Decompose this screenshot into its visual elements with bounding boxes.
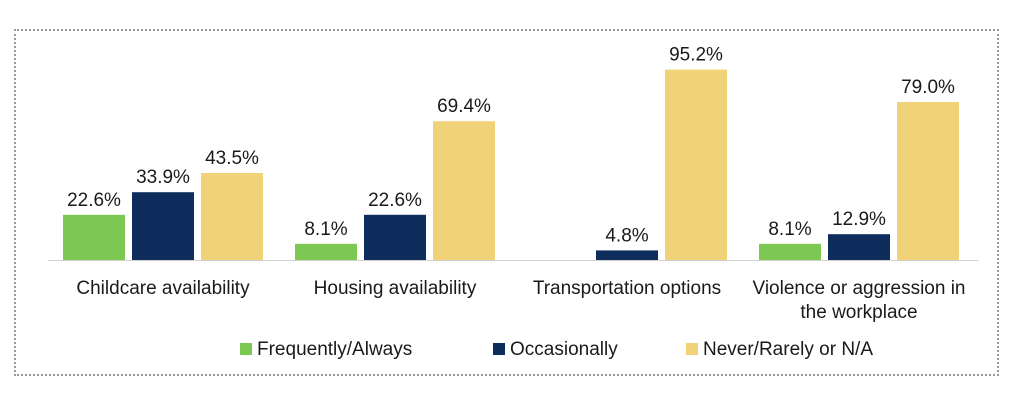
legend-swatch bbox=[686, 343, 698, 355]
legend-swatch bbox=[493, 343, 505, 355]
legend-label: Never/Rarely or N/A bbox=[703, 339, 873, 360]
data-label: 79.0% bbox=[901, 77, 955, 98]
bar bbox=[759, 243, 821, 260]
data-label: 33.9% bbox=[136, 167, 190, 188]
bars bbox=[63, 69, 959, 260]
bar bbox=[364, 214, 426, 260]
data-label: 22.6% bbox=[67, 190, 121, 211]
chart-frame bbox=[14, 29, 999, 376]
bar bbox=[828, 234, 890, 260]
legend: Frequently/Always Occasionally Never/Rarel… bbox=[240, 339, 873, 360]
data-label: 8.1% bbox=[768, 219, 811, 240]
category-label: Childcare availability bbox=[76, 278, 250, 299]
category-label: Housing availability bbox=[314, 278, 477, 299]
bar bbox=[295, 243, 357, 260]
legend-swatch bbox=[240, 343, 252, 355]
data-label: 69.4% bbox=[437, 96, 491, 117]
data-label: 4.8% bbox=[605, 225, 648, 246]
data-label: 43.5% bbox=[205, 148, 259, 169]
bar bbox=[63, 214, 125, 260]
bar bbox=[132, 192, 194, 260]
data-label: 22.6% bbox=[368, 190, 422, 211]
category-label: Violence or aggression in bbox=[752, 278, 965, 299]
value-labels: 22.6% 33.9% 43.5% 8.1% 22.6% 69.4% 4.8% 95.2% 8.… bbox=[67, 45, 955, 247]
category-label: the workplace bbox=[800, 302, 917, 323]
category-label: Transportation options bbox=[533, 278, 721, 299]
bar bbox=[897, 102, 959, 260]
bar bbox=[596, 250, 658, 260]
data-label: 95.2% bbox=[669, 45, 723, 66]
data-label: 8.1% bbox=[304, 219, 347, 240]
bar bbox=[201, 173, 263, 260]
category-labels: Childcare availability Housing availabili… bbox=[76, 278, 965, 323]
legend-label: Frequently/Always bbox=[257, 339, 412, 360]
legend-label: Occasionally bbox=[510, 339, 618, 360]
bar bbox=[433, 121, 495, 260]
data-label: 12.9% bbox=[832, 209, 886, 230]
bar bbox=[665, 69, 727, 260]
